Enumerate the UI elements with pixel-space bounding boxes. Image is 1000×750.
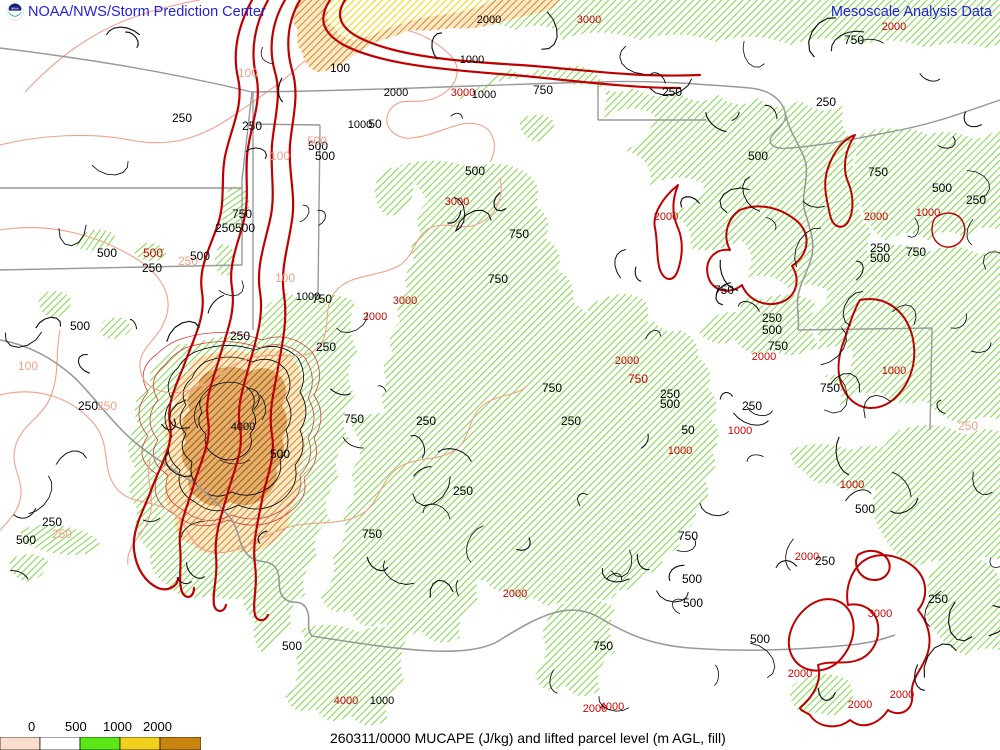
svg-text:NOAA: NOAA bbox=[11, 7, 18, 10]
